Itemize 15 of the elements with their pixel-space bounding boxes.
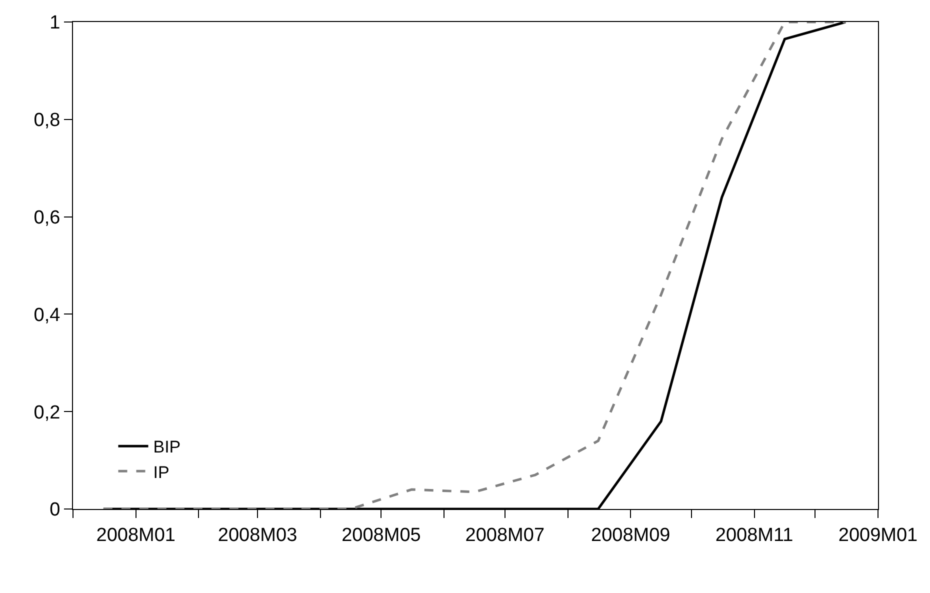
y-tick-label: 1 <box>50 12 60 34</box>
legend-label: BIP <box>153 438 181 457</box>
legend-label: IP <box>153 462 170 482</box>
x-tick-label: 2008M07 <box>465 524 545 546</box>
x-tick-label: 2008M01 <box>96 524 176 546</box>
x-tick-label: 2008M03 <box>218 524 298 546</box>
x-tick-label: 2008M05 <box>342 524 421 546</box>
x-tick-label: 2008M09 <box>591 524 670 546</box>
y-tick-label: 0,4 <box>34 304 61 326</box>
y-tick-label: 0,8 <box>34 110 60 132</box>
y-tick-label: 0,2 <box>34 402 60 424</box>
y-tick-label: 0,6 <box>34 207 60 228</box>
x-tick-label: 2009M01 <box>838 524 918 546</box>
x-tick-label: 2008M11 <box>715 524 794 546</box>
y-tick-label: 0 <box>50 500 60 521</box>
